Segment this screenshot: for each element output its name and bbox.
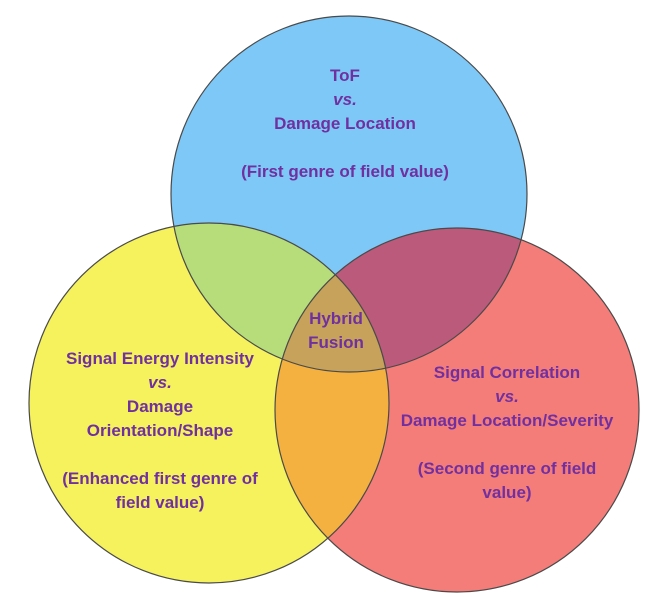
top-vs: vs. [333,90,357,109]
top-circle-label: ToF vs. Damage Location (First genre of … [225,64,465,184]
outline-left [28,222,390,584]
right-title: Signal Correlation [433,363,581,382]
left-subtitle-line2: Orientation/Shape [86,421,234,440]
overlap-top-left [171,223,389,372]
left-note-line1: (Enhanced first genre of [62,469,258,488]
center-label: Hybrid Fusion [290,307,382,355]
center-line1: Hybrid [309,309,363,328]
right-circle-label: Signal Correlation vs. Damage Location/S… [372,361,642,505]
left-vs: vs. [148,373,172,392]
top-title: ToF [330,66,360,85]
right-note-line2: value) [482,483,532,502]
right-subtitle: Damage Location/Severity [400,411,614,430]
center-line2: Fusion [308,333,364,352]
left-subtitle-line1: Damage [126,397,194,416]
outline-right [274,227,640,593]
outline-top [170,15,528,373]
right-vs: vs. [495,387,519,406]
top-subtitle: Damage Location [274,114,416,133]
top-note: (First genre of field value) [241,162,449,181]
right-note-line1: (Second genre of field [417,459,597,478]
left-title: Signal Energy Intensity [66,349,254,368]
overlap-center [275,228,389,372]
left-circle-label: Signal Energy Intensity vs. Damage Orien… [40,347,280,515]
left-note-line2: field value) [115,493,205,512]
